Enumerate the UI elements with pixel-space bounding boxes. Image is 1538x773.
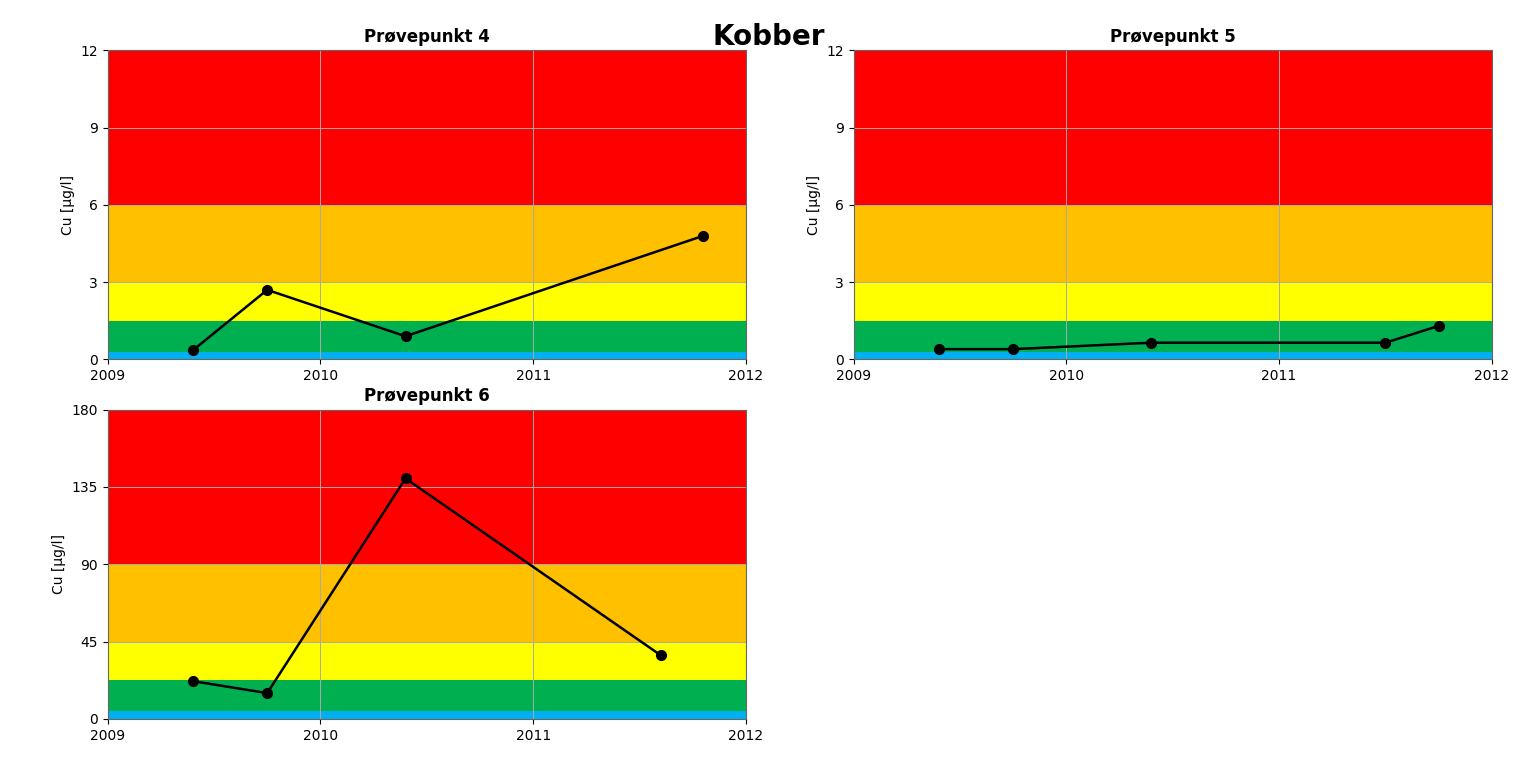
Bar bbox=[108, 642, 746, 680]
Title: Prøvepunkt 4: Prøvepunkt 4 bbox=[365, 28, 489, 46]
Bar bbox=[108, 321, 746, 352]
Bar bbox=[854, 50, 1492, 205]
Bar bbox=[108, 282, 746, 321]
Title: Prøvepunkt 5: Prøvepunkt 5 bbox=[1110, 28, 1235, 46]
Bar bbox=[108, 205, 746, 282]
Bar bbox=[854, 321, 1492, 352]
Bar bbox=[854, 282, 1492, 321]
Text: Kobber: Kobber bbox=[712, 23, 826, 51]
Bar bbox=[108, 50, 746, 205]
Bar bbox=[854, 352, 1492, 359]
Bar bbox=[108, 564, 746, 642]
Y-axis label: Cu [µg/l]: Cu [µg/l] bbox=[52, 534, 66, 594]
Bar bbox=[854, 205, 1492, 282]
Bar bbox=[108, 711, 746, 719]
Bar bbox=[108, 352, 746, 359]
Bar bbox=[108, 680, 746, 711]
Y-axis label: Cu [µg/l]: Cu [µg/l] bbox=[807, 175, 821, 235]
Y-axis label: Cu [µg/l]: Cu [µg/l] bbox=[62, 175, 75, 235]
Bar bbox=[108, 410, 746, 564]
Title: Prøvepunkt 6: Prøvepunkt 6 bbox=[365, 387, 489, 405]
